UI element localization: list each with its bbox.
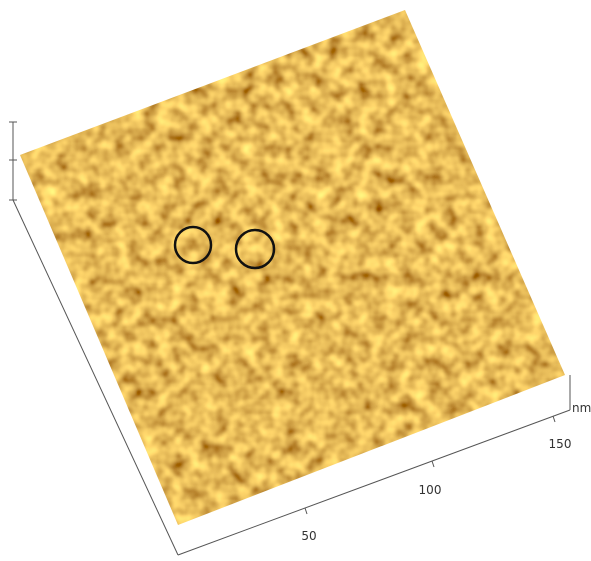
surface [20, 10, 565, 525]
tick [431, 460, 435, 468]
tick-label: 150 [549, 437, 572, 451]
marker-circle [234, 228, 276, 270]
tick-label: 100 [419, 483, 442, 497]
y-axis [12, 199, 179, 556]
marker-circle [173, 225, 213, 265]
unit-label: nm [572, 401, 591, 415]
axes [9, 121, 571, 556]
tick [552, 415, 556, 423]
tick [304, 507, 308, 515]
tick-label: 50 [301, 529, 316, 543]
x-axis [177, 409, 571, 556]
